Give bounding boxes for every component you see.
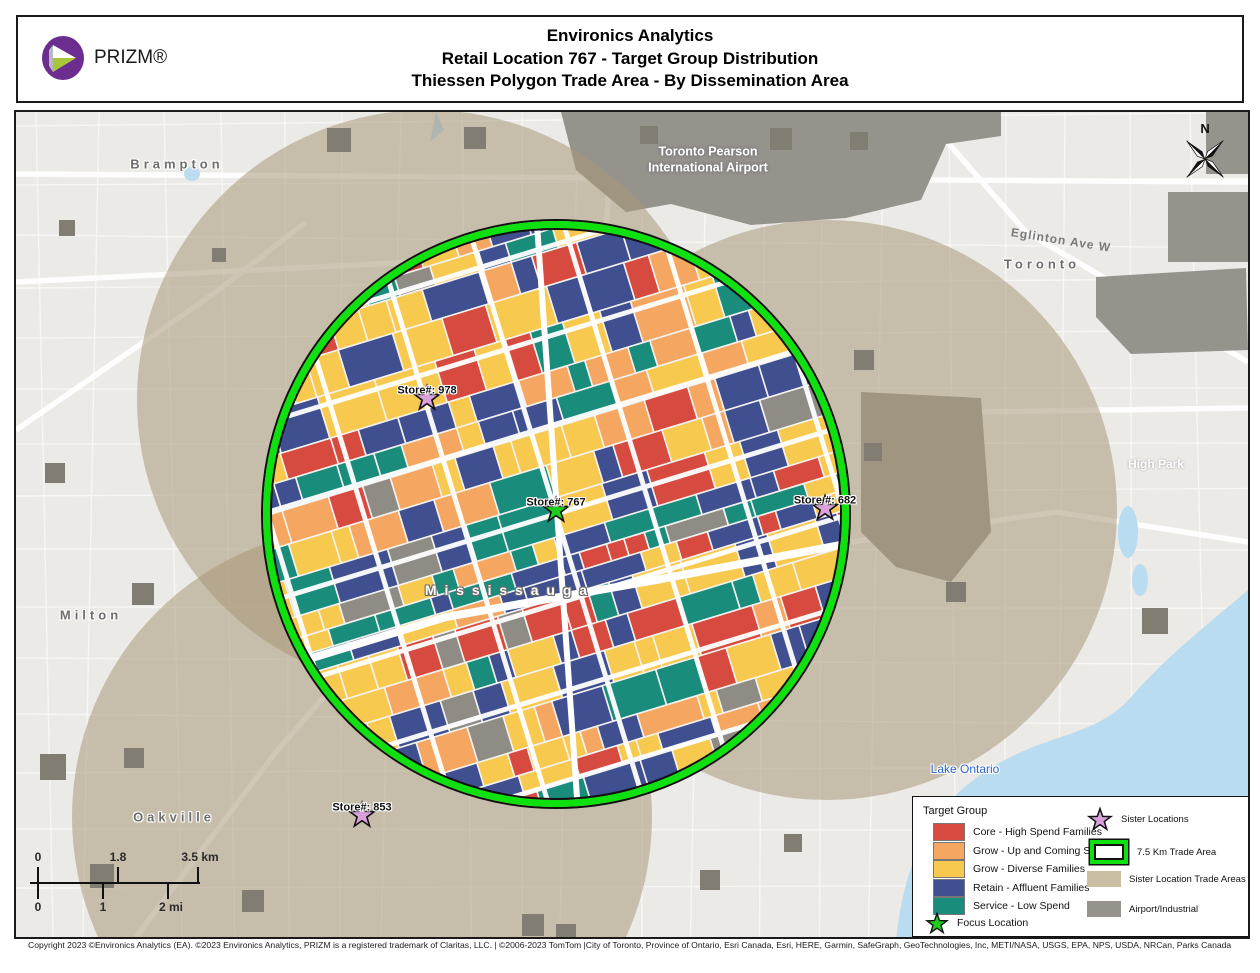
prizm-logo-text: PRIZM®: [94, 47, 168, 68]
poi-label-airport: Toronto Pearson International Airport: [648, 144, 768, 174]
legend-item-target-group: Service - Low Spend: [933, 897, 1070, 916]
legend-item-focus-location: Focus Location: [925, 911, 1028, 935]
legend-label: Focus Location: [957, 917, 1029, 929]
sister-store-marker[interactable]: Store#: 978: [397, 383, 457, 418]
city-label-mississauga: M i s s i s s a u g a: [424, 582, 590, 598]
focus-store-marker[interactable]: Store#: 767: [526, 495, 586, 530]
map-title-bar: PRIZM® Environics Analytics Retail Locat…: [16, 15, 1244, 103]
map-legend: Target Group Core - High Spend Families G…: [912, 796, 1248, 937]
target-group-swatch: [933, 897, 965, 916]
legend-label: Retain - Affluent Families: [973, 881, 1090, 894]
legend-label: 7.5 Km Trade Area: [1137, 846, 1217, 858]
svg-text:2 mi: 2 mi: [159, 900, 183, 914]
copyright-text: Copyright 2023 ©Environics Analytics (EA…: [28, 940, 1232, 950]
sister-trade-area-swatch: [1087, 871, 1121, 887]
target-group-swatch: [933, 878, 965, 897]
legend-label: Sister Location Trade Areas: [1129, 873, 1246, 885]
map-canvas[interactable]: Brampton Toronto Milton Oakville M i s s…: [14, 110, 1250, 939]
target-group-swatch: [933, 860, 965, 879]
legend-label: Grow - Up and Coming Singles: [973, 844, 1118, 857]
legend-item-target-group: Retain - Affluent Families: [933, 878, 1090, 897]
legend-label: Service - Low Spend: [973, 900, 1070, 913]
legend-item-trade-area: 7.5 Km Trade Area: [1089, 839, 1216, 865]
legend-item-sister-trade-areas: Sister Location Trade Areas: [1087, 871, 1246, 887]
legend-label: Sister Locations: [1121, 813, 1189, 825]
city-label-toronto: Toronto: [1003, 256, 1081, 272]
sister-store-marker[interactable]: Store#: 853: [332, 800, 392, 835]
water-label-lake-ontario: Lake Ontario: [930, 762, 1000, 776]
title-line-3: Thiessen Polygon Trade Area - By Dissemi…: [411, 71, 849, 91]
sister-star-icon: [347, 800, 377, 828]
store-label: Store#: 767: [526, 496, 586, 509]
trade-area-ring-icon: [1094, 844, 1124, 860]
target-group-swatch: [933, 841, 965, 860]
svg-text:1: 1: [100, 900, 107, 914]
sister-star-icon: [412, 383, 442, 411]
svg-text:3.5 km: 3.5 km: [181, 850, 218, 864]
scale-bar: 0 1.8 3.5 km 0 1 2 mi: [30, 850, 219, 914]
prizm-logo-icon: [42, 36, 84, 80]
sister-store-marker[interactable]: Store #: 682: [794, 493, 856, 528]
svg-text:0: 0: [35, 850, 42, 864]
legend-title: Target Group: [923, 805, 988, 817]
focus-star-icon: [541, 495, 571, 523]
prizm-logo: PRIZM®: [40, 35, 167, 81]
legend-item-target-group: Grow - Up and Coming Singles: [933, 841, 1118, 860]
title-line-2: Retail Location 767 - Target Group Distr…: [441, 48, 819, 68]
focus-location-star-icon: [925, 911, 949, 935]
city-label-brampton: Brampton: [130, 156, 224, 172]
target-group-swatch: [933, 823, 965, 841]
svg-text:1.8: 1.8: [110, 850, 127, 864]
store-label: Store #: 682: [793, 494, 857, 507]
store-label: Store#: 978: [397, 384, 457, 397]
legend-label: Airport/Industrial: [1129, 903, 1199, 915]
page-title: Environics Analytics Retail Location 767…: [18, 25, 1242, 94]
sister-star-icon: [810, 493, 840, 521]
sister-location-star-icon: [1087, 806, 1113, 832]
city-label-milton: Milton: [59, 607, 123, 623]
store-label: Store#: 853: [332, 801, 392, 814]
north-label: N: [1200, 121, 1209, 136]
legend-label: Core - High Spend Families: [973, 826, 1102, 838]
title-line-1: Environics Analytics: [546, 25, 714, 45]
airport-industrial-swatch: [1087, 901, 1121, 917]
north-arrow-icon: N: [1186, 121, 1224, 178]
legend-item-airport-industrial: Airport/Industrial: [1087, 901, 1198, 917]
poi-label-high-park: High Park: [1127, 457, 1184, 471]
svg-text:0: 0: [35, 900, 42, 914]
legend-item-sister-locations: Sister Locations: [1087, 806, 1189, 832]
legend-item-target-group: Grow - Diverse Families: [933, 860, 1086, 879]
city-label-oakville: Oakville: [133, 809, 215, 825]
legend-label: Grow - Diverse Families: [973, 863, 1086, 876]
legend-item-target-group: Core - High Spend Families: [933, 823, 1102, 841]
